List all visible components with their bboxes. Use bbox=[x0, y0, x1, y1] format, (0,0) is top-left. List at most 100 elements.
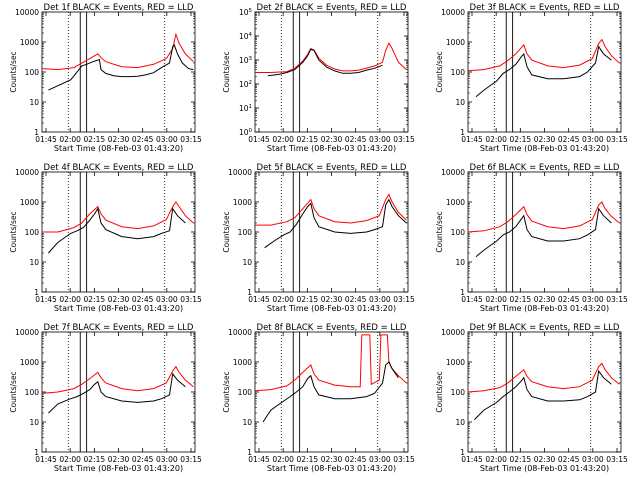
panel: Det 4f BLACK = Events, RED = LLD 1 10 100 10… bbox=[9, 163, 202, 313]
y-axis-label: Counts/sec bbox=[9, 371, 18, 412]
y-tick-label: 100 bbox=[451, 388, 466, 397]
y-tick-label: 10000 bbox=[228, 168, 252, 177]
y-axis-label: Counts/sec bbox=[222, 371, 231, 412]
panel: Det 7f BLACK = Events, RED = LLD 1 10 100 10… bbox=[9, 323, 202, 473]
panel: Det 9f BLACK = Events, RED = LLD 1 10 100 10… bbox=[435, 323, 628, 473]
panel-title: Det 3f BLACK = Events, RED = LLD bbox=[470, 3, 620, 13]
y-tick-label: 10 bbox=[29, 98, 39, 107]
x-tick-label: 03:00 bbox=[582, 135, 604, 144]
x-tick-label: 02:30 bbox=[321, 295, 343, 304]
plot-frame bbox=[41, 11, 196, 133]
x-tick-label: 03:00 bbox=[369, 295, 391, 304]
y-tick-label: 10 bbox=[242, 258, 252, 267]
lld-series-line bbox=[41, 365, 194, 394]
x-tick-label: 03:00 bbox=[582, 295, 604, 304]
panel-title: Det 6f BLACK = Events, RED = LLD bbox=[470, 163, 620, 173]
x-tick-label: 02:30 bbox=[321, 135, 343, 144]
panel-title: Det 4f BLACK = Events, RED = LLD bbox=[44, 163, 194, 173]
x-tick-label: 03:15 bbox=[180, 455, 202, 464]
x-tick-label: 03:15 bbox=[606, 455, 628, 464]
panel-title: Det 2f BLACK = Events, RED = LLD bbox=[257, 3, 407, 13]
x-tick-label: 02:30 bbox=[534, 295, 556, 304]
x-tick-label: 02:30 bbox=[108, 295, 130, 304]
x-tick-label: 02:45 bbox=[345, 135, 367, 144]
x-tick-label: 02:15 bbox=[297, 135, 319, 144]
x-tick-label: 02:30 bbox=[321, 455, 343, 464]
x-tick-label: 02:30 bbox=[534, 455, 556, 464]
x-axis-label: Start Time (08-Feb-03 01:43:20) bbox=[267, 144, 396, 153]
x-tick-label: 01:45 bbox=[461, 295, 483, 304]
x-tick-label: 01:45 bbox=[248, 135, 270, 144]
x-tick-label: 01:45 bbox=[248, 295, 270, 304]
y-tick-label: 100 bbox=[451, 228, 466, 237]
lld-series-line bbox=[467, 362, 620, 393]
x-tick-label: 02:15 bbox=[84, 455, 106, 464]
x-tick-label: 01:45 bbox=[461, 455, 483, 464]
x-tick-label: 02:45 bbox=[558, 295, 580, 304]
panel-title: Det 5f BLACK = Events, RED = LLD bbox=[257, 163, 407, 173]
panel: Det 6f BLACK = Events, RED = LLD 1 10 100 10… bbox=[435, 163, 628, 313]
x-tick-label: 02:00 bbox=[485, 455, 507, 464]
x-tick-label: 02:45 bbox=[558, 455, 580, 464]
x-tick-label: 03:00 bbox=[156, 455, 178, 464]
events-series-line bbox=[48, 207, 186, 254]
y-tick-label: 10000 bbox=[441, 168, 465, 177]
y-tick-label: 1000 bbox=[20, 38, 39, 47]
y-tick-label: 100 bbox=[238, 228, 253, 237]
y-tick-label: 10 bbox=[29, 258, 39, 267]
x-tick-label: 03:00 bbox=[156, 135, 178, 144]
lld-series-line bbox=[42, 201, 194, 233]
panel-title: Det 7f BLACK = Events, RED = LLD bbox=[44, 323, 194, 333]
x-axis-label: Start Time (08-Feb-03 01:43:20) bbox=[54, 464, 183, 473]
x-tick-label: 02:45 bbox=[132, 295, 154, 304]
y-axis-label: Counts/sec bbox=[435, 51, 444, 92]
y-tick-label: 1000 bbox=[20, 198, 39, 207]
y-tick-label: 1000 bbox=[20, 358, 39, 367]
lld-series-line bbox=[254, 334, 407, 392]
x-axis-label: Start Time (08-Feb-03 01:43:20) bbox=[267, 464, 396, 473]
y-tick-label: 100 bbox=[451, 68, 466, 77]
x-tick-label: 02:15 bbox=[510, 295, 532, 304]
y-tick-label: 1 bbox=[34, 288, 39, 297]
x-tick-label: 01:45 bbox=[35, 455, 57, 464]
y-tick-label: 105 bbox=[239, 8, 253, 17]
y-tick-label: 103 bbox=[239, 56, 253, 65]
events-series-line bbox=[267, 48, 383, 77]
x-tick-label: 03:15 bbox=[180, 135, 202, 144]
y-tick-label: 101 bbox=[239, 104, 252, 113]
x-tick-label: 02:15 bbox=[510, 135, 532, 144]
x-tick-label: 03:15 bbox=[606, 295, 628, 304]
x-tick-label: 02:00 bbox=[59, 455, 81, 464]
x-axis-label: Start Time (08-Feb-03 01:43:20) bbox=[480, 144, 609, 153]
x-tick-label: 02:00 bbox=[485, 295, 507, 304]
x-tick-label: 02:30 bbox=[108, 135, 130, 144]
x-axis-label: Start Time (08-Feb-03 01:43:20) bbox=[267, 304, 396, 313]
y-tick-label: 10 bbox=[29, 418, 39, 427]
panel-title: Det 9f BLACK = Events, RED = LLD bbox=[470, 323, 620, 333]
panel-title: Det 1f BLACK = Events, RED = LLD bbox=[44, 3, 194, 13]
x-tick-label: 03:15 bbox=[393, 455, 415, 464]
panel: Det 1f BLACK = Events, RED = LLD 1 10 100 10… bbox=[9, 3, 202, 153]
x-tick-label: 03:15 bbox=[180, 295, 202, 304]
x-tick-label: 03:00 bbox=[156, 295, 178, 304]
x-tick-label: 02:45 bbox=[132, 455, 154, 464]
y-tick-label: 10000 bbox=[441, 8, 465, 17]
y-tick-label: 1 bbox=[460, 288, 465, 297]
y-tick-label: 1000 bbox=[446, 358, 465, 367]
x-tick-label: 02:15 bbox=[84, 135, 106, 144]
y-tick-label: 1 bbox=[34, 448, 39, 457]
x-tick-label: 01:45 bbox=[248, 455, 270, 464]
plot-frame bbox=[467, 11, 622, 133]
y-axis-label: Counts/sec bbox=[9, 211, 18, 252]
y-tick-label: 100 bbox=[25, 68, 40, 77]
x-tick-label: 02:15 bbox=[84, 295, 106, 304]
plot-frame bbox=[467, 171, 622, 293]
y-tick-label: 10 bbox=[242, 418, 252, 427]
plot-frame bbox=[41, 171, 196, 293]
panel-title: Det 8f BLACK = Events, RED = LLD bbox=[257, 323, 407, 333]
y-tick-label: 1000 bbox=[233, 198, 252, 207]
y-axis-label: Counts/sec bbox=[435, 211, 444, 252]
y-axis-label: Counts/sec bbox=[222, 211, 231, 252]
lld-series-line bbox=[467, 38, 620, 72]
